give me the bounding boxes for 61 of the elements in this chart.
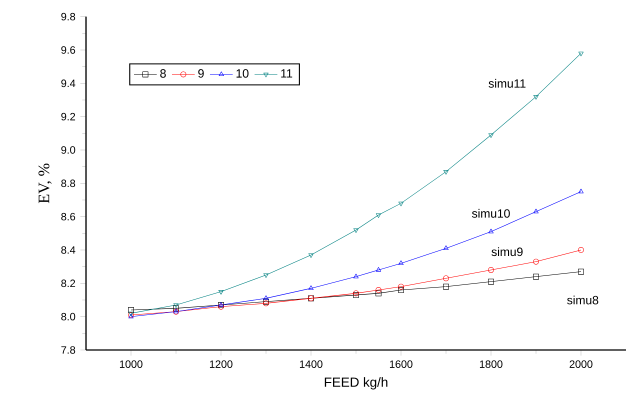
point — [488, 228, 494, 234]
y-tick-label: 9.6 — [61, 46, 76, 54]
legend-label: 9 — [198, 69, 204, 78]
y-tick-label: 9.4 — [61, 80, 76, 88]
point — [578, 268, 584, 275]
point — [376, 287, 382, 293]
point — [398, 287, 404, 293]
x-axis-title: FEED kg/h — [324, 377, 388, 390]
point — [443, 284, 449, 290]
point — [398, 284, 404, 290]
point — [376, 213, 382, 218]
point — [578, 247, 584, 253]
point — [398, 202, 404, 206]
point — [308, 253, 314, 258]
point — [376, 290, 382, 296]
point — [173, 305, 179, 312]
x-tick-label: 1200 — [210, 360, 232, 368]
legend-label: 8 — [160, 69, 166, 78]
point — [488, 267, 494, 273]
point — [533, 95, 539, 100]
point — [443, 170, 449, 175]
point — [443, 275, 449, 282]
y-tick-label: 8.6 — [61, 212, 76, 220]
point — [263, 273, 269, 278]
point — [173, 303, 179, 308]
point — [443, 245, 449, 250]
point — [263, 295, 269, 300]
point — [488, 133, 494, 138]
y-tick-label: 7.8 — [61, 346, 76, 354]
legend-label: 10 — [236, 69, 249, 78]
point — [578, 188, 584, 194]
x-tick-label: 1800 — [480, 360, 502, 368]
annotation: simu10 — [472, 208, 510, 218]
x-tick-label: 1000 — [120, 360, 142, 368]
point — [398, 260, 404, 265]
annotation: simu8 — [567, 296, 598, 304]
point — [128, 307, 134, 313]
point — [533, 258, 539, 265]
annotation: simu11 — [488, 78, 526, 88]
legend-label: 11 — [281, 69, 292, 78]
point — [353, 228, 359, 233]
point — [488, 278, 494, 285]
point — [353, 274, 359, 278]
point — [533, 274, 539, 280]
y-tick-label: 8.0 — [61, 312, 76, 320]
point — [533, 208, 539, 214]
x-tick-label: 1600 — [390, 360, 412, 368]
annotation: simu9 — [492, 247, 523, 256]
point — [578, 52, 584, 56]
x-tick-label: 1400 — [300, 360, 322, 368]
point — [218, 290, 224, 295]
point — [308, 285, 314, 290]
y-tick-label: 8.2 — [61, 280, 76, 288]
y-tick-label: 9.0 — [61, 146, 76, 154]
x-tick-label: 2000 — [570, 360, 592, 368]
y-tick-label: 9.8 — [61, 12, 76, 20]
y-tick-label: 8.8 — [61, 180, 76, 188]
y-tick-label: 9.2 — [61, 112, 76, 120]
y-tick-label: 8.4 — [61, 246, 76, 254]
y-axis-title: EV, % — [38, 164, 52, 204]
point — [376, 267, 382, 272]
